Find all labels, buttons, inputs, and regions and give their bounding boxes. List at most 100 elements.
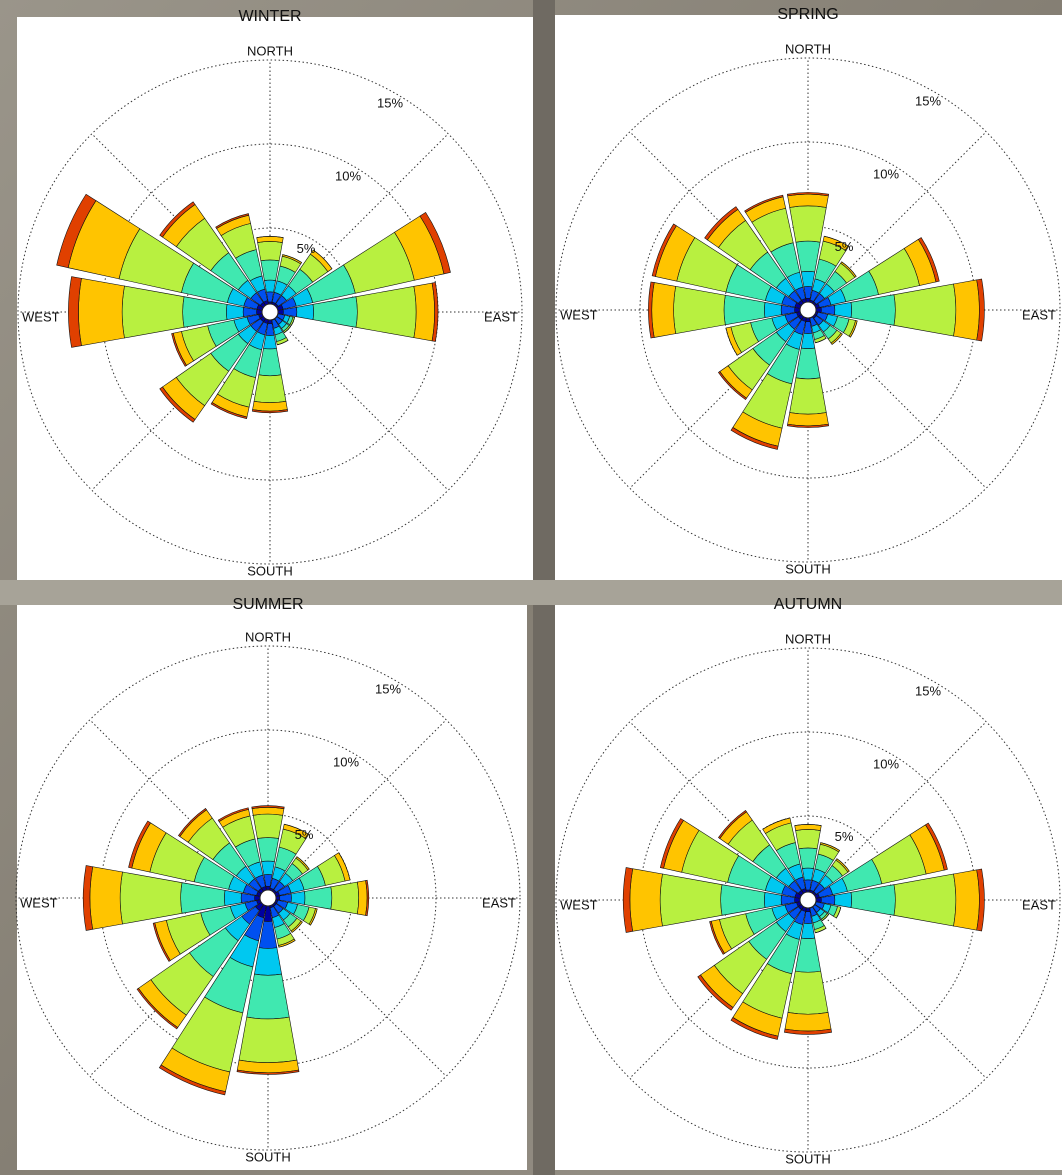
wind-wedge — [256, 236, 284, 243]
chart-title: SPRING — [777, 6, 838, 23]
ring-label: 5% — [297, 241, 316, 256]
wind-wedge — [238, 1016, 298, 1063]
wind-wedge — [730, 427, 779, 450]
wind-wedge — [284, 326, 291, 333]
wind-wedge — [296, 856, 310, 870]
wind-wedge — [822, 914, 829, 921]
ring-label: 15% — [915, 684, 941, 699]
wind-rose: 5% 10% 15% NORTH EAST SOUTH WEST SPRING — [555, 6, 1062, 580]
wind-wedge — [282, 254, 302, 263]
wind-wedge — [953, 279, 980, 341]
wind-wedge — [356, 880, 368, 916]
wind-wedge — [296, 303, 314, 321]
center-hole — [261, 303, 279, 321]
wind-wedge — [226, 303, 244, 321]
wind-wedge — [786, 423, 830, 428]
wind-wedge — [257, 241, 283, 262]
wind-wedge — [89, 866, 123, 930]
wind-wedge — [56, 193, 97, 269]
wind-wedge — [800, 332, 816, 349]
wind-wedge — [802, 867, 814, 881]
wind-rose: 5% 10% 15% NORTH EAST SOUTH WEST SUMMER — [15, 596, 527, 1170]
wind-wedge — [136, 987, 179, 1030]
aerial-strip — [0, 580, 1062, 605]
wind-wedge — [744, 194, 784, 213]
wind-wedge — [798, 847, 818, 869]
direction-label: SOUTH — [247, 563, 293, 578]
wind-wedge — [976, 278, 985, 342]
direction-label: SOUTH — [245, 1149, 291, 1164]
direction-label: SOUTH — [785, 1151, 831, 1166]
wind-wedge — [215, 213, 250, 229]
wind-wedge — [313, 249, 333, 269]
wind-wedge — [152, 922, 171, 962]
wind-wedge — [794, 824, 822, 831]
wind-wedge — [128, 820, 151, 869]
ring-label: 10% — [333, 754, 359, 769]
wind-wedge — [917, 237, 940, 283]
wind-wedge — [261, 860, 275, 876]
wind-wedge — [252, 813, 284, 839]
wind-wedge — [824, 235, 849, 247]
wind-wedge — [171, 332, 187, 367]
direction-label: EAST — [1022, 897, 1056, 912]
wind-wedge — [284, 823, 309, 835]
direction-label: EAST — [1022, 307, 1056, 322]
wind-wedge — [717, 809, 747, 839]
wind-wedge — [338, 852, 351, 881]
wind-wedge — [764, 891, 782, 909]
direction-label: WEST — [560, 307, 598, 322]
wind-wedge — [648, 281, 655, 339]
wind-wedge — [762, 817, 791, 830]
ring-label: 10% — [873, 756, 899, 771]
direction-label: EAST — [484, 309, 518, 324]
wind-wedge — [800, 271, 816, 288]
wind-wedge — [834, 891, 852, 909]
wind-wedge — [159, 201, 196, 238]
wind-wedge — [260, 259, 280, 281]
ring-label: 10% — [873, 166, 899, 181]
wind-wedge — [365, 879, 370, 917]
wind-wedge — [253, 374, 287, 403]
wind-wedge — [764, 301, 782, 319]
wind-wedge — [431, 282, 439, 342]
wind-wedge — [836, 907, 842, 919]
wind-wedge — [82, 865, 94, 931]
chart-title: AUTUMN — [774, 596, 842, 613]
center-hole — [799, 301, 817, 319]
wind-wedge — [251, 805, 285, 810]
ring-label: 10% — [335, 168, 361, 183]
wind-wedge — [709, 920, 725, 955]
direction-label: NORTH — [785, 41, 831, 56]
wind-wedge — [787, 193, 829, 208]
ring — [15, 645, 521, 1151]
wind-wedge — [290, 317, 295, 326]
wind-wedge — [78, 277, 125, 347]
wind-wedge — [953, 869, 980, 931]
wind-wedge — [834, 301, 852, 319]
wind-wedge — [704, 206, 739, 241]
wind-wedge — [622, 867, 634, 933]
wind-wedge — [697, 974, 734, 1011]
wind-wedge — [784, 1012, 832, 1032]
wind-wedge — [789, 205, 827, 243]
wind-wedge — [236, 1069, 300, 1075]
wind-wedge — [815, 928, 827, 934]
wind-wedge — [787, 970, 829, 1015]
ring-label: 5% — [295, 827, 314, 842]
wind-rose: 5% 10% 15% NORTH EAST SOUTH WEST WINTER — [17, 8, 533, 580]
ring — [555, 57, 1061, 563]
wind-wedge — [794, 824, 822, 826]
wind-wedge — [210, 402, 248, 420]
wind-wedge — [815, 338, 827, 344]
wind-wedge — [836, 858, 850, 872]
wind-wedge — [784, 1028, 832, 1035]
ring-label: 5% — [835, 829, 854, 844]
wind-wedge — [419, 211, 451, 275]
wind-wedge — [730, 1017, 779, 1040]
wind-wedge — [217, 807, 249, 823]
wind-wedge — [254, 947, 282, 976]
wind-wedge — [629, 868, 663, 932]
wind-wedge — [246, 973, 290, 1020]
